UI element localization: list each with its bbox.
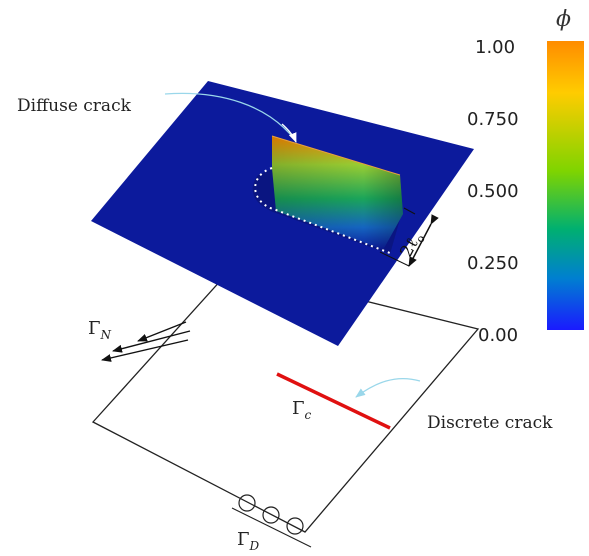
diffuse-crack-arrow	[164, 92, 296, 141]
discrete-crack-line	[276, 372, 391, 430]
gamma-n-label: ΓN	[88, 318, 112, 342]
dirichlet-rollers	[238, 494, 304, 535]
colorbar-tick-2: 0.500	[467, 181, 519, 202]
phase-field-plate	[91, 81, 474, 346]
gamma-c-label: Γc	[292, 398, 312, 422]
diffuse-crack-label: Diffuse crack	[17, 96, 132, 116]
colorbar: ϕ 1.00 0.750 0.500 0.250 0.00	[467, 7, 584, 346]
diffuse-crack-annotation: Diffuse crack	[17, 92, 297, 143]
discrete-crack-arrow	[355, 377, 421, 398]
discrete-domain	[91, 267, 480, 548]
dirichlet-base-line	[231, 507, 312, 548]
gamma-d-label: ΓD	[237, 529, 260, 553]
colorbar-gradient-bar	[547, 41, 584, 330]
discrete-domain-outline	[91, 267, 480, 533]
colorbar-tick-3: 0.250	[467, 253, 519, 274]
discrete-crack-annotation: Discrete crack	[355, 377, 553, 433]
colorbar-tick-1: 0.750	[467, 109, 519, 130]
colorbar-tick-0: 1.00	[475, 37, 515, 58]
neumann-traction-arrows	[101, 321, 191, 362]
colorbar-title: ϕ	[556, 7, 571, 32]
diffuse-crack-arrow-tip	[281, 123, 297, 143]
colorbar-tick-4: 0.00	[478, 325, 518, 346]
discrete-crack-label: Discrete crack	[427, 413, 553, 433]
regularization-band-outline	[254, 167, 391, 254]
crack-ridge-shading	[272, 136, 403, 250]
